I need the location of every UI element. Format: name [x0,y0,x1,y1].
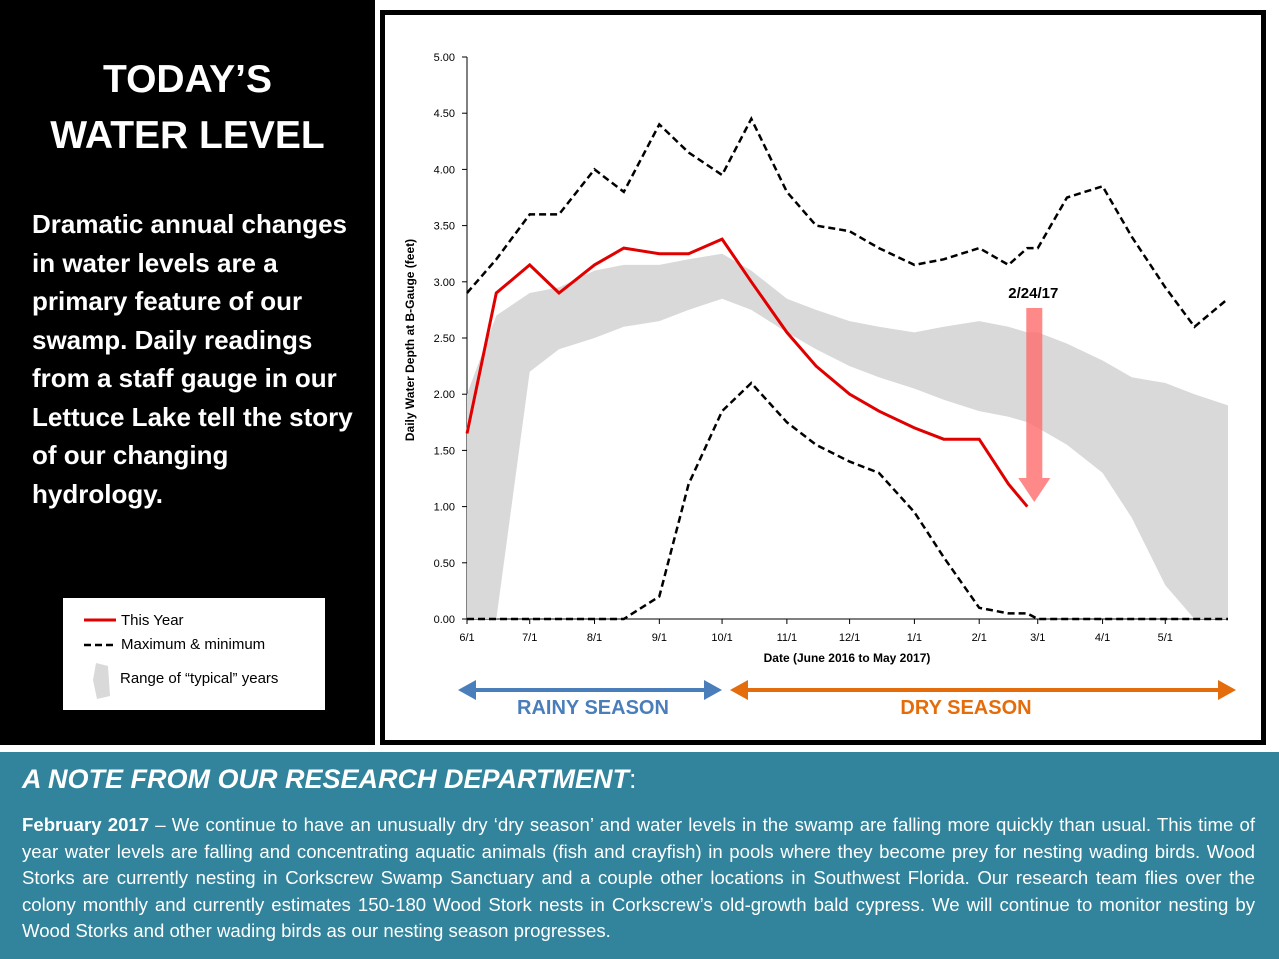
legend-swatch [93,663,110,699]
x-axis-label: Date (June 2016 to May 2017) [764,651,931,665]
x-tick-label: 3/1 [1030,632,1045,644]
x-tick-label: 9/1 [652,632,667,644]
y-tick-label: 0.50 [434,558,455,570]
x-tick-label: 2/1 [972,632,987,644]
x-tick-label: 12/1 [839,632,860,644]
note-panel [0,752,1279,959]
season-label: RAINY SEASON [517,697,669,719]
y-tick-label: 1.50 [434,445,455,457]
panel-title: TODAY’S WATER LEVEL [0,52,375,164]
note-lead: February 2017 [22,814,150,835]
y-tick-label: 3.00 [434,277,455,289]
x-tick-label: 8/1 [587,632,602,644]
x-tick-label: 4/1 [1095,632,1110,644]
title-line: TODAY’S [102,58,273,101]
x-tick-label: 7/1 [522,632,537,644]
note-heading-text: A NOTE FROM OUR RESEARCH DEPARTMENT [22,764,630,794]
panel-body: Dramatic annual changes in water levels … [32,209,353,509]
rainy-season-arrow [458,680,722,700]
note-heading: A NOTE FROM OUR RESEARCH DEPARTMENT: [22,764,637,795]
note-body: February 2017 – We continue to have an u… [22,812,1255,945]
x-tick-label: 6/1 [459,632,474,644]
y-tick-label: 0.00 [434,614,455,626]
legend-label: Maximum & minimum [121,636,265,653]
note-text: – We continue to have an unusually dry ‘… [22,814,1255,941]
x-tick-label: 1/1 [907,632,922,644]
this-year-line [465,237,1029,508]
title-line: WATER LEVEL [50,114,325,157]
y-tick-label: 4.00 [434,164,455,176]
y-tick-label: 3.50 [434,221,455,233]
legend-label: This Year [121,612,184,629]
typical-range [467,253,1228,619]
y-tick-label: 1.00 [434,502,455,514]
x-tick-label: 10/1 [711,632,732,644]
y-axis-label: Daily Water Depth at B-Gauge (feet) [403,239,417,441]
legend-label: Range of “typical” years [120,670,278,687]
y-tick-label: 2.50 [434,333,455,345]
note-heading-suffix: : [629,764,637,794]
annotation-arrow [1018,308,1051,502]
dry-season-arrow [730,680,1236,700]
x-tick-label: 11/1 [777,632,798,644]
y-tick-label: 2.00 [434,389,455,401]
annotation-label: 2/24/17 [1008,285,1058,302]
extreme-line [467,381,1228,621]
y-tick-label: 4.50 [434,108,455,120]
extreme-line [466,116,1229,329]
y-tick-label: 5.00 [434,52,455,64]
season-label: DRY SEASON [900,697,1031,719]
x-tick-label: 5/1 [1158,632,1173,644]
